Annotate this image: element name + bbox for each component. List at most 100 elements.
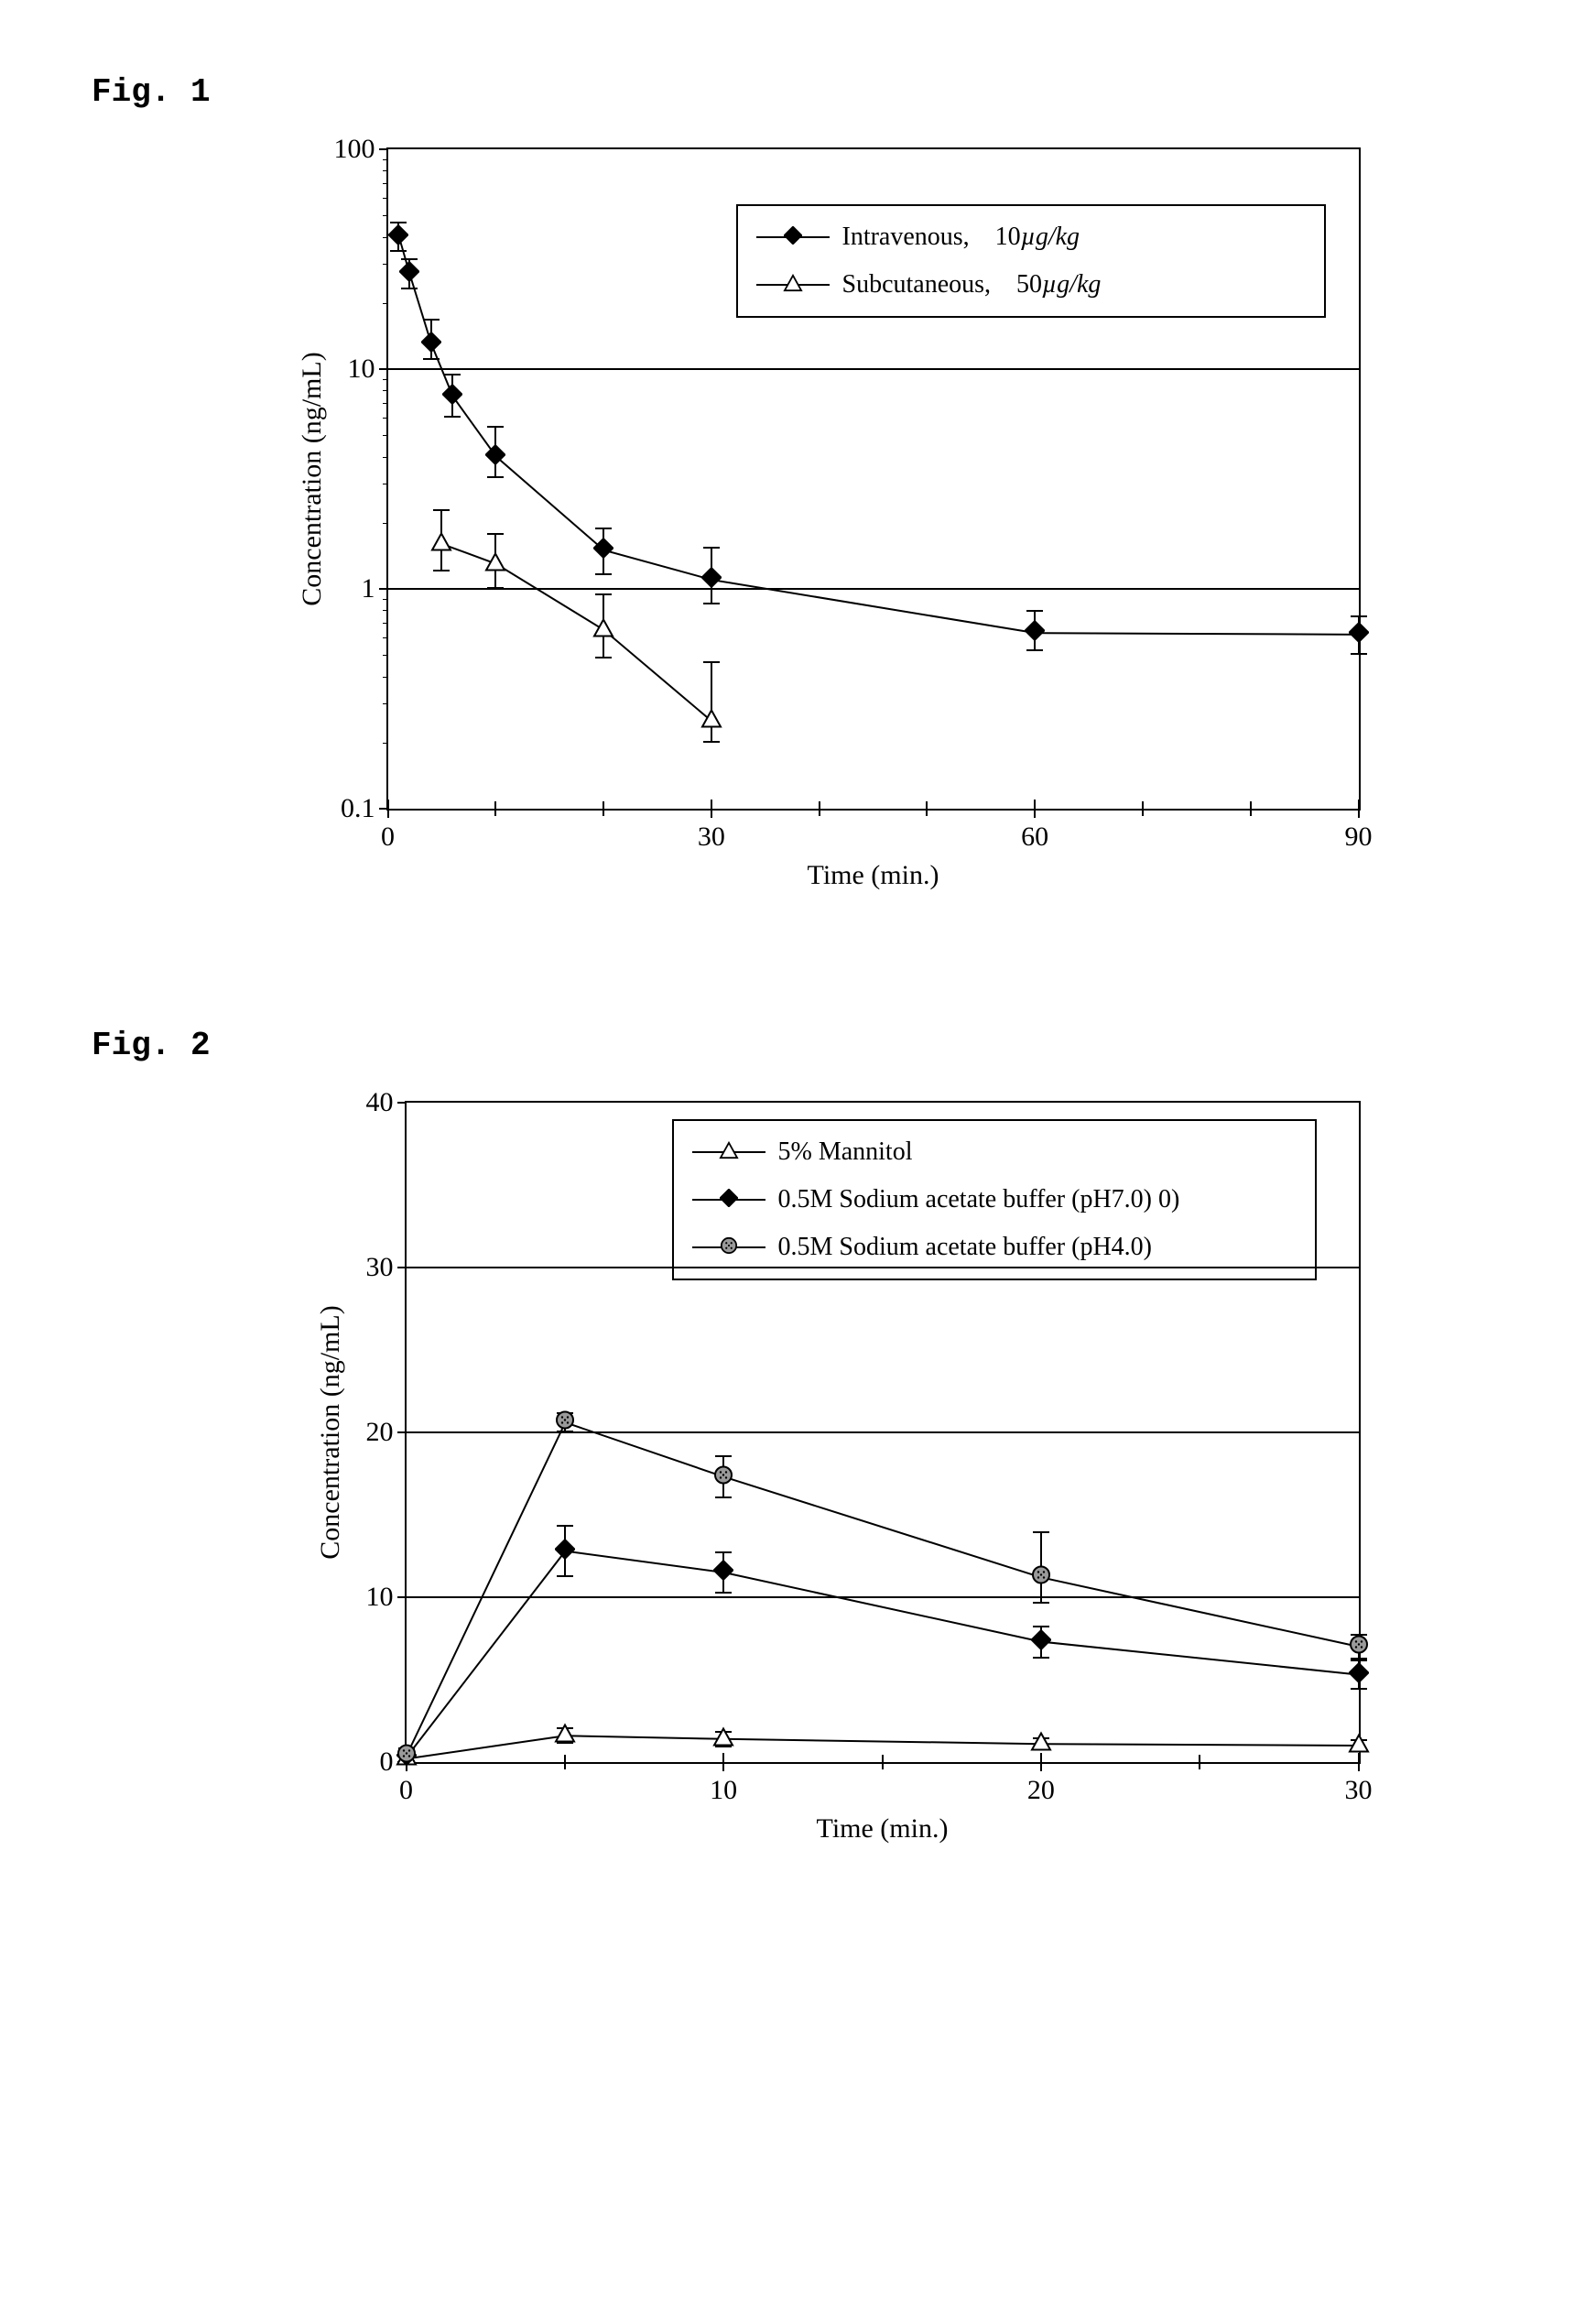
x-minor-tick — [494, 801, 496, 809]
data-point-mannitol_5pct — [1030, 1732, 1052, 1757]
data-point-subcutaneous_50ugkg — [592, 617, 614, 642]
gridline — [407, 1267, 1359, 1268]
x-minor-tick — [564, 1755, 566, 1762]
y-minor-tick — [383, 610, 388, 611]
x-minor-tick — [882, 1755, 884, 1762]
figure-1-label: Fig. 1 — [92, 73, 1523, 111]
x-tick-inner — [722, 1753, 724, 1762]
legend-marker-icon — [784, 223, 802, 252]
y-minor-tick — [383, 183, 388, 184]
x-minor-tick — [1199, 1762, 1200, 1769]
gridline — [407, 1431, 1359, 1433]
figure-2-label: Fig. 2 — [92, 1027, 1523, 1064]
figure-1-x-axis-title: Time (min.) — [808, 860, 939, 891]
y-minor-tick — [383, 623, 388, 624]
x-tick-inner — [1358, 800, 1360, 809]
y-minor-tick — [383, 159, 388, 160]
data-point-intravenous_10ugkg — [421, 332, 441, 356]
y-minor-tick — [383, 677, 388, 678]
legend-label: 0.5M Sodium acetate buffer (pH7.0) 0) — [778, 1185, 1180, 1214]
y-minor-tick — [383, 403, 388, 404]
y-tick-label: 100 — [334, 134, 388, 165]
x-minor-tick — [494, 809, 496, 816]
y-minor-tick — [383, 170, 388, 171]
figure-1-plot-area: Concentration (ng/mL) Time (min.) Intrav… — [386, 147, 1361, 811]
figure-2-chart: Concentration (ng/mL) Time (min.) 5% Man… — [203, 1073, 1394, 1898]
y-minor-tick — [383, 457, 388, 458]
figure-1-y-axis-title: Concentration (ng/mL) — [297, 352, 328, 605]
x-tick-inner — [387, 800, 389, 809]
legend-marker-icon — [719, 1137, 739, 1167]
y-minor-tick — [383, 637, 388, 638]
y-minor-tick — [383, 379, 388, 380]
x-tick-label: 20 — [1027, 1762, 1055, 1806]
gridline — [388, 368, 1359, 370]
data-point-intravenous_10ugkg — [1025, 621, 1045, 646]
y-minor-tick — [383, 215, 388, 216]
x-minor-tick — [926, 809, 928, 816]
legend-label: Intravenous, 10µg/kg — [842, 223, 1080, 252]
legend-marker-icon — [720, 1185, 738, 1214]
figure-2-x-axis-title: Time (min.) — [817, 1813, 949, 1845]
data-point-acetate_ph7 — [1349, 1662, 1369, 1687]
y-minor-tick — [383, 198, 388, 199]
data-point-mannitol_5pct — [1348, 1734, 1370, 1758]
x-tick-label: 60 — [1021, 809, 1048, 853]
y-tick-label: 40 — [366, 1087, 407, 1118]
data-point-acetate_ph4 — [396, 1743, 417, 1768]
figure-1-chart: Concentration (ng/mL) Time (min.) Intrav… — [203, 120, 1394, 944]
x-minor-tick — [819, 809, 820, 816]
x-minor-tick — [882, 1762, 884, 1769]
data-point-intravenous_10ugkg — [701, 568, 722, 593]
figure-1-legend: Intravenous, 10µg/kg Subcutaneous, 50µg/k… — [736, 204, 1326, 318]
data-point-mannitol_5pct — [712, 1726, 734, 1751]
x-minor-tick — [1250, 801, 1252, 809]
x-minor-tick — [819, 801, 820, 809]
x-tick-inner — [711, 800, 712, 809]
x-minor-tick — [603, 801, 604, 809]
x-tick-label: 90 — [1345, 809, 1373, 853]
y-minor-tick — [383, 599, 388, 600]
data-point-subcutaneous_50ugkg — [430, 532, 452, 557]
legend-label: 5% Mannitol — [778, 1137, 913, 1167]
legend-item: 5% Mannitol — [674, 1128, 1315, 1176]
data-point-mannitol_5pct — [554, 1724, 576, 1748]
legend-label: Subcutaneous, 50µg/kg — [842, 270, 1102, 299]
data-point-subcutaneous_50ugkg — [700, 709, 722, 734]
data-point-intravenous_10ugkg — [442, 384, 462, 408]
y-minor-tick — [383, 303, 388, 304]
data-point-intravenous_10ugkg — [485, 444, 505, 469]
series-line-acetate_ph4 — [407, 1422, 1359, 1756]
x-tick-label: 30 — [698, 809, 725, 853]
y-tick-label: 10 — [366, 1582, 407, 1613]
legend-item: Intravenous, 10µg/kg — [738, 213, 1324, 261]
data-point-subcutaneous_50ugkg — [484, 551, 506, 576]
x-minor-tick — [926, 801, 928, 809]
legend-swatch — [756, 272, 830, 298]
series-line-subcutaneous_50ugkg — [441, 544, 711, 721]
figure-2-y-axis-title: Concentration (ng/mL) — [315, 1305, 346, 1559]
data-point-acetate_ph4 — [1031, 1565, 1051, 1590]
data-point-acetate_ph4 — [1349, 1635, 1369, 1660]
x-tick-label: 30 — [1345, 1762, 1373, 1806]
y-tick-label: 30 — [366, 1252, 407, 1283]
figure-2-plot-area: Concentration (ng/mL) Time (min.) 5% Man… — [405, 1101, 1361, 1764]
data-point-acetate_ph7 — [1031, 1629, 1051, 1654]
legend-swatch — [692, 1187, 765, 1213]
figure-2-legend: 5% Mannitol 0.5M Sodium acetate buffer (p… — [672, 1119, 1317, 1280]
y-tick-label: 20 — [366, 1417, 407, 1448]
y-minor-tick — [383, 264, 388, 265]
y-minor-tick — [383, 237, 388, 238]
y-minor-tick — [383, 703, 388, 704]
x-minor-tick — [1199, 1755, 1200, 1762]
y-minor-tick — [383, 418, 388, 419]
x-minor-tick — [564, 1762, 566, 1769]
y-minor-tick — [383, 390, 388, 391]
y-minor-tick — [383, 435, 388, 436]
data-point-intravenous_10ugkg — [399, 262, 419, 287]
legend-item: 0.5M Sodium acetate buffer (pH4.0) — [674, 1224, 1315, 1271]
x-minor-tick — [1250, 809, 1252, 816]
legend-swatch — [692, 1235, 765, 1260]
legend-label: 0.5M Sodium acetate buffer (pH4.0) — [778, 1233, 1153, 1262]
legend-item: 0.5M Sodium acetate buffer (pH7.0) 0) — [674, 1176, 1315, 1224]
